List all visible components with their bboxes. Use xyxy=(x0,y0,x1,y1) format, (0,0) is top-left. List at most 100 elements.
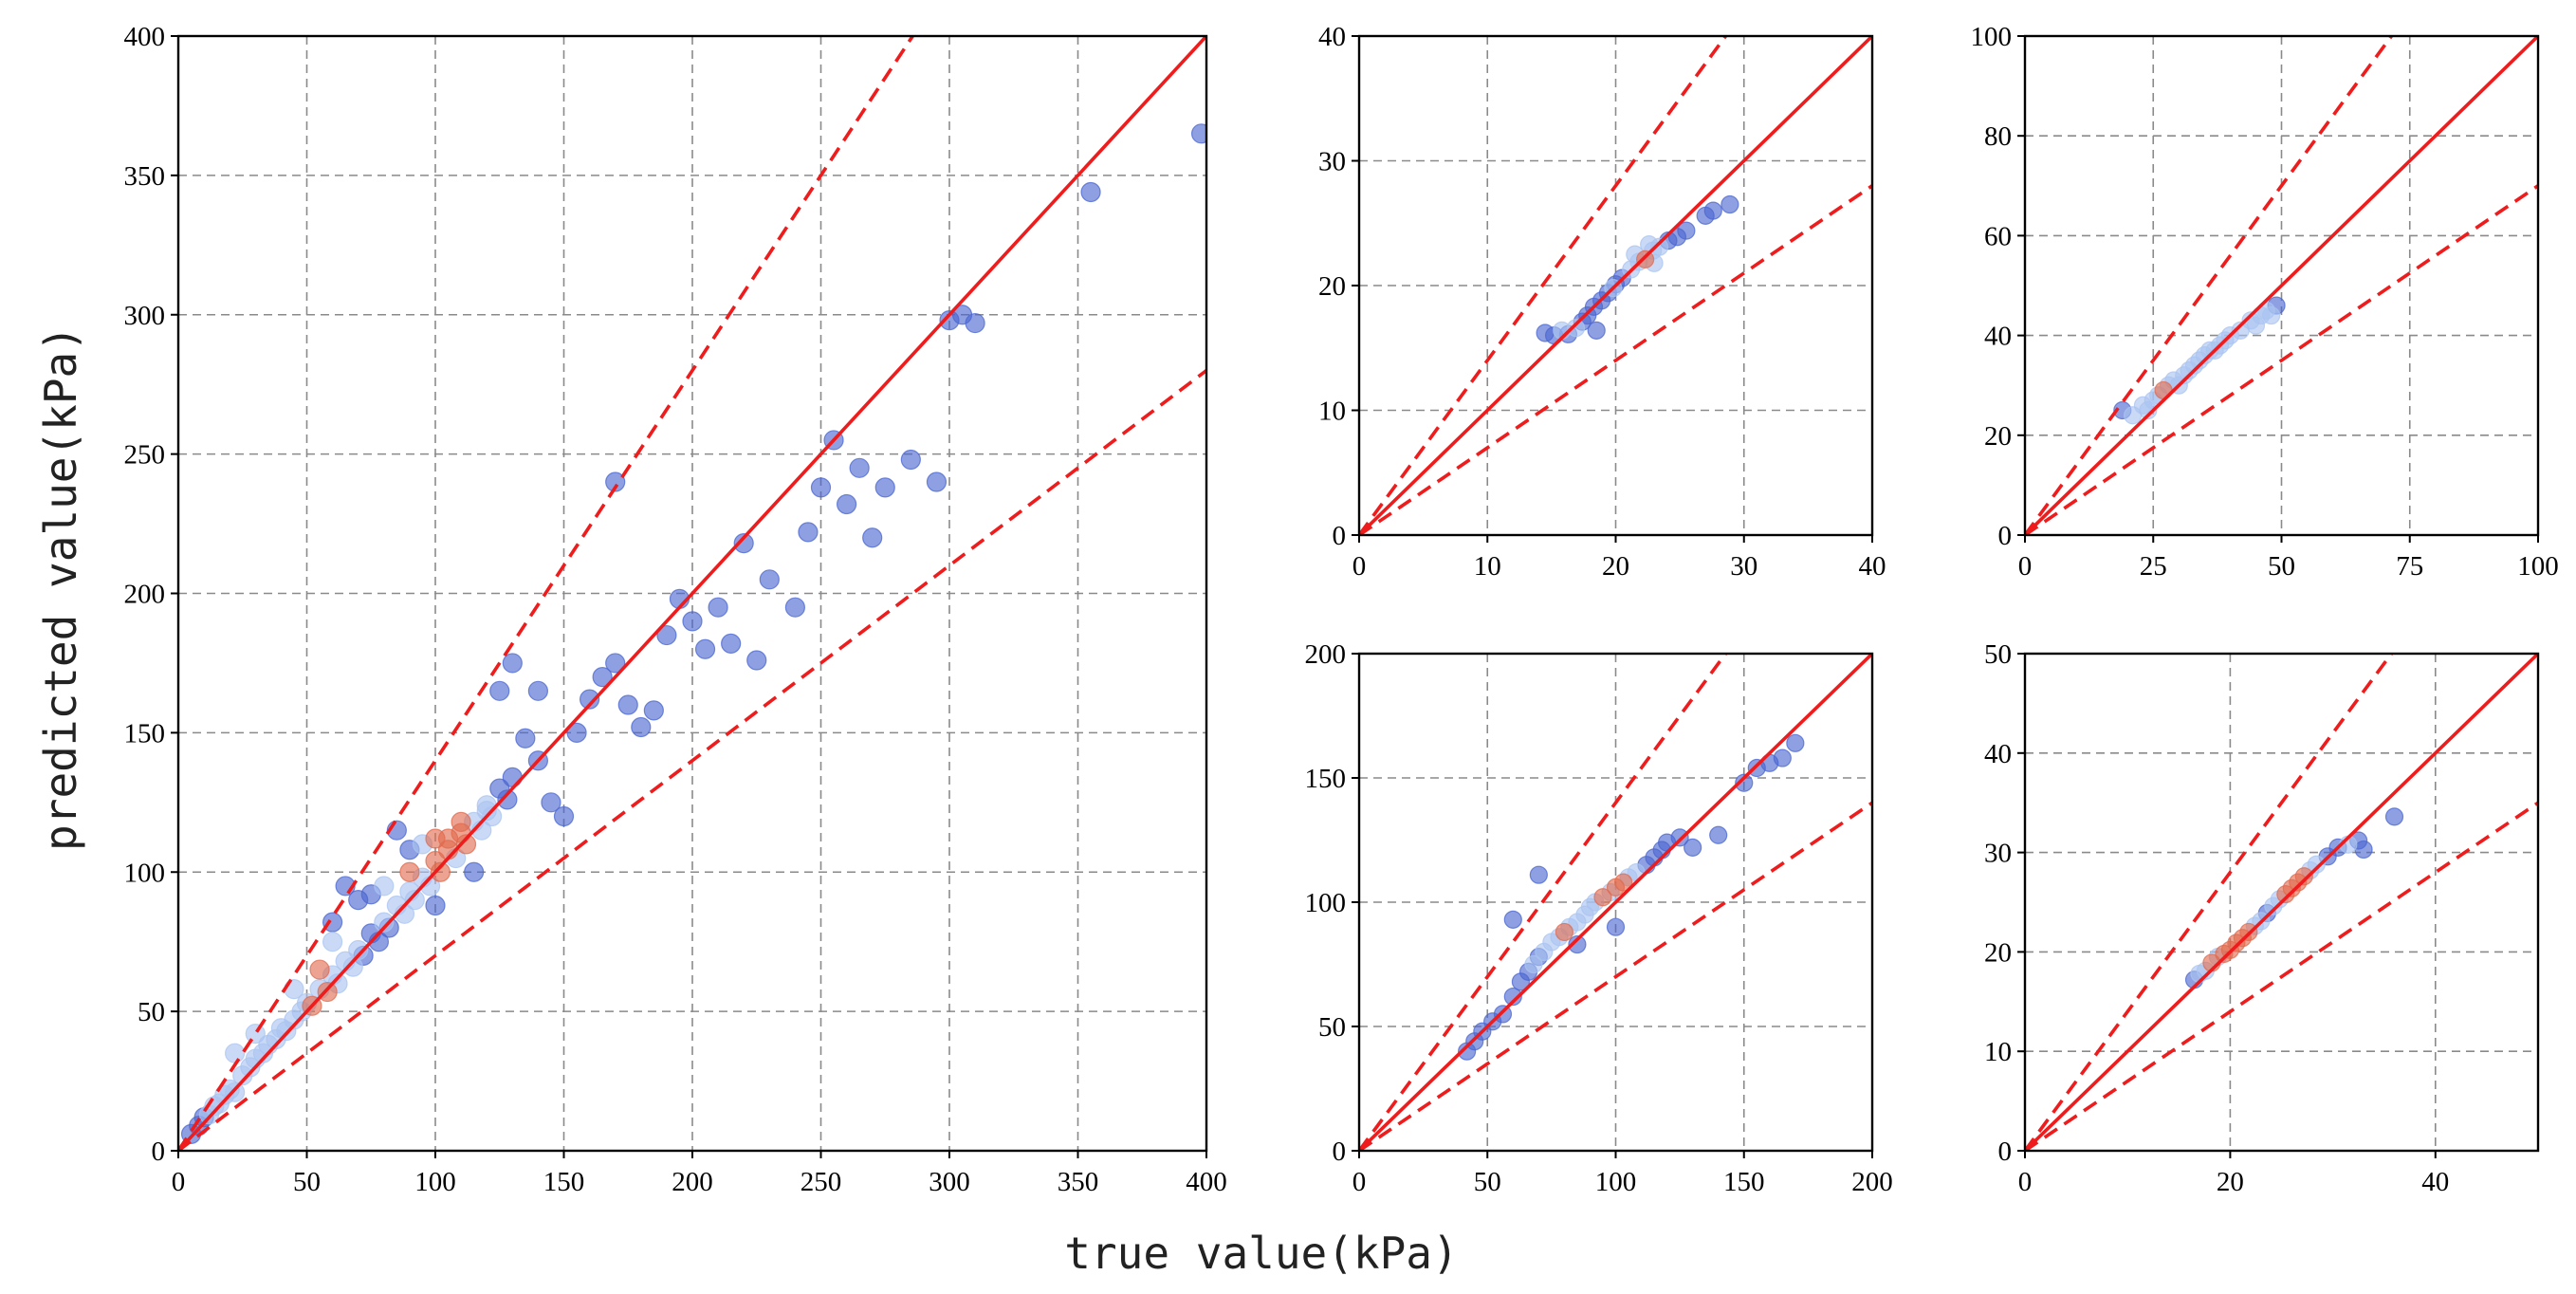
y-tick-label: 150 xyxy=(124,718,166,749)
data-point xyxy=(225,1043,246,1063)
data-point xyxy=(437,828,459,849)
y-tick-label: 10 xyxy=(1318,397,1346,427)
identity-line xyxy=(2025,654,2538,1151)
lower-bound-line xyxy=(178,369,1206,1151)
x-tick-label: 100 xyxy=(1595,1167,1637,1197)
data-point xyxy=(874,477,895,498)
x-tick-label: 40 xyxy=(1859,551,1886,582)
data-point xyxy=(1555,922,1574,942)
data-point xyxy=(430,861,451,882)
upper-bound-line xyxy=(1359,36,1727,535)
data-point xyxy=(2294,867,2313,886)
data-point xyxy=(708,597,728,618)
data-point xyxy=(656,624,677,646)
data-point xyxy=(541,792,561,813)
y-tick-label: 0 xyxy=(1333,521,1347,551)
y-tick-label: 0 xyxy=(1998,521,2013,551)
upper-bound-line xyxy=(2025,654,2393,1151)
x-tick-label: 50 xyxy=(2268,551,2295,582)
y-tick-label: 400 xyxy=(124,22,166,52)
x-tick-label: 300 xyxy=(929,1167,970,1197)
x-tick-label: 0 xyxy=(2018,1167,2033,1197)
data-point xyxy=(451,811,471,832)
plot-area xyxy=(2025,36,2538,535)
data-point xyxy=(810,477,832,498)
y-tick-label: 150 xyxy=(1305,764,1347,794)
data-point xyxy=(374,876,395,897)
y-axis-title: predicted value(kPa) xyxy=(35,325,86,851)
x-tick-label: 100 xyxy=(2517,551,2559,582)
data-point xyxy=(1709,825,1728,844)
x-tick-label: 200 xyxy=(1851,1167,1893,1197)
data-point xyxy=(784,597,806,618)
data-point xyxy=(862,527,883,548)
data-point xyxy=(1684,838,1702,857)
data-point xyxy=(455,834,477,855)
data-point xyxy=(1735,773,1754,792)
data-point xyxy=(348,890,369,911)
plot-area xyxy=(2025,654,2538,1151)
x-tick-label: 40 xyxy=(2421,1167,2449,1197)
data-point xyxy=(1503,987,1522,1007)
data-point xyxy=(605,471,626,492)
x-tick-label: 50 xyxy=(1474,1167,1501,1197)
y-tick-label: 60 xyxy=(1984,221,2012,251)
data-point xyxy=(240,1057,261,1078)
data-point xyxy=(2354,840,2373,860)
data-point xyxy=(926,471,948,492)
data-point xyxy=(1786,733,1805,752)
data-point xyxy=(1593,888,1612,907)
y-tick-label: 40 xyxy=(1318,22,1346,52)
y-tick-label: 30 xyxy=(1984,839,2012,869)
lower-bound-line xyxy=(1359,184,1872,535)
data-point xyxy=(849,457,870,478)
identity-line xyxy=(2025,36,2538,535)
x-tick-label: 75 xyxy=(2396,551,2423,582)
data-point xyxy=(374,912,395,933)
y-tick-label: 0 xyxy=(1998,1137,2013,1167)
y-tick-label: 350 xyxy=(124,161,166,192)
panel-4: 0 20 40 0 10 20 30 40 50 xyxy=(1984,639,2540,1197)
data-point xyxy=(1503,910,1522,929)
data-point xyxy=(1080,181,1101,203)
lower-bound-line xyxy=(1359,801,1872,1151)
data-point xyxy=(404,890,425,911)
x-tick-label: 0 xyxy=(1352,1167,1367,1197)
upper-bound-line xyxy=(1359,654,1727,1151)
data-point xyxy=(2307,855,2326,874)
data-point xyxy=(1568,934,1587,954)
data-point xyxy=(1667,228,1687,247)
data-point xyxy=(1190,123,1206,144)
x-tick-label: 0 xyxy=(1352,551,1367,582)
plot-area xyxy=(1359,36,1872,535)
data-point xyxy=(425,895,446,916)
plot-area xyxy=(1359,654,1872,1151)
data-point xyxy=(322,932,343,952)
data-point xyxy=(497,789,518,810)
data-point xyxy=(721,633,742,654)
x-tick-label: 150 xyxy=(543,1167,585,1197)
data-point xyxy=(900,449,921,471)
panel-1: 0 10 20 30 40 0 10 20 30 40 xyxy=(1318,22,1886,582)
x-tick-label: 0 xyxy=(172,1167,186,1197)
data-point xyxy=(746,650,767,671)
data-point xyxy=(643,700,664,721)
y-tick-label: 20 xyxy=(1984,937,2012,968)
x-tick-label: 100 xyxy=(414,1167,456,1197)
x-tick-label: 350 xyxy=(1058,1167,1099,1197)
panel-3: 0 50 100 150 200 0 50 100 150 200 xyxy=(1305,639,1893,1197)
x-tick-label: 250 xyxy=(800,1167,842,1197)
lower-bound-line xyxy=(2025,801,2538,1151)
data-point xyxy=(694,638,716,659)
y-tick-label: 40 xyxy=(1984,322,2012,352)
data-point xyxy=(1606,917,1626,936)
y-tick-label: 0 xyxy=(1333,1137,1347,1167)
y-tick-label: 200 xyxy=(1305,639,1347,670)
data-point xyxy=(342,956,363,977)
data-point xyxy=(309,959,330,980)
data-point xyxy=(1703,201,1722,220)
y-tick-label: 300 xyxy=(124,301,166,331)
x-axis-title: true value(kPa) xyxy=(1064,1228,1458,1279)
x-tick-label: 20 xyxy=(1602,551,1629,582)
